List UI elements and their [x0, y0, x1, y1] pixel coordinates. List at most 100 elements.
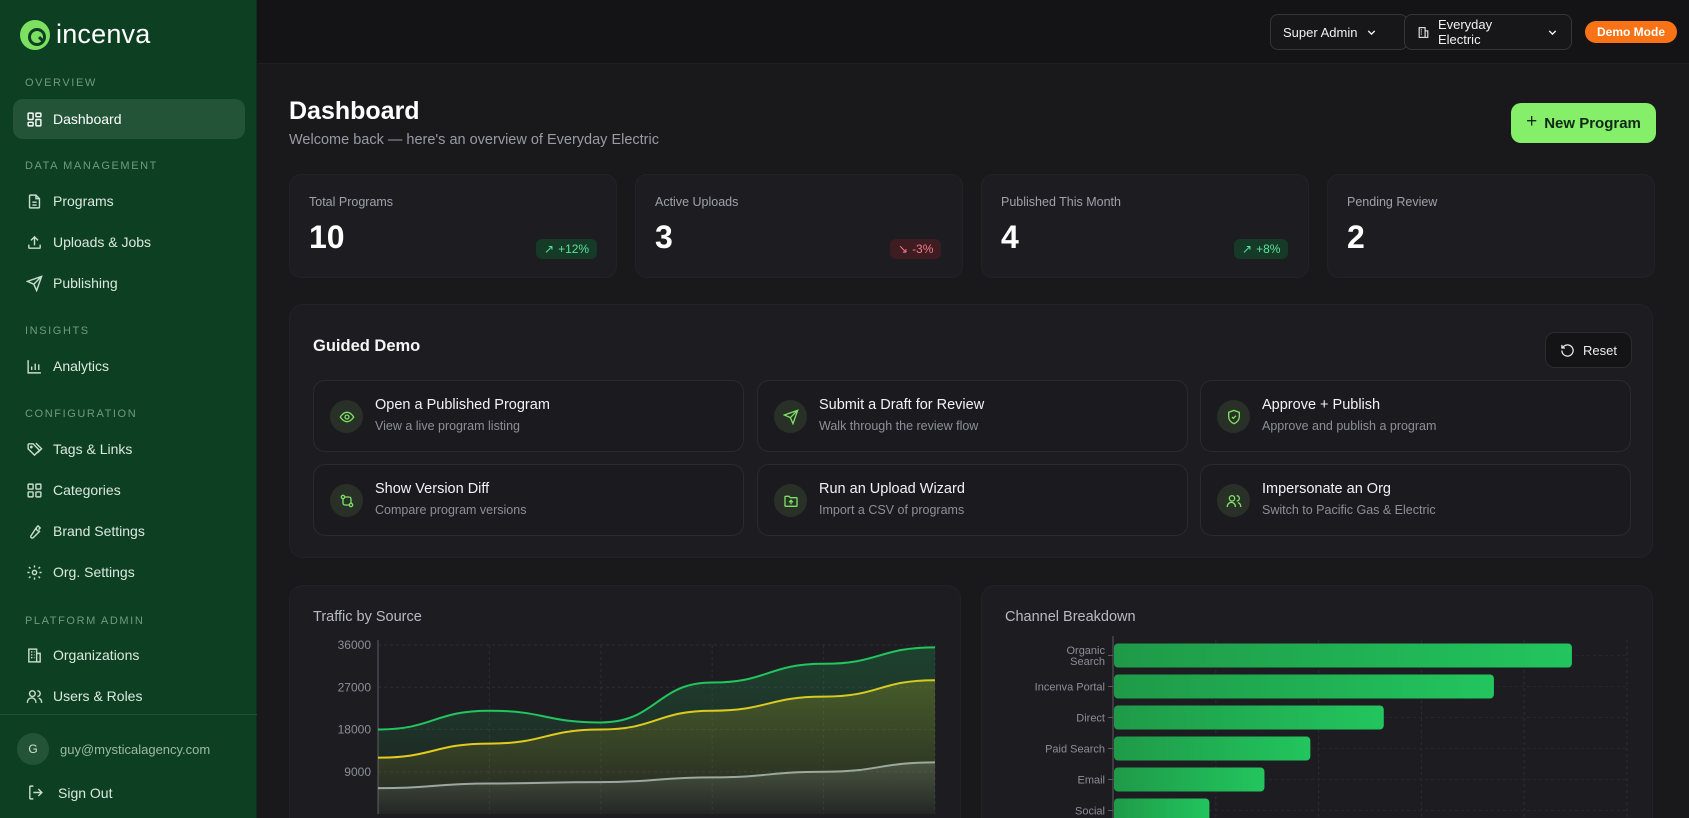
new-program-label: New Program [1544, 114, 1641, 132]
org-selector[interactable]: Everyday Electric [1404, 14, 1572, 50]
git-compare-icon [330, 484, 363, 517]
demo-card-title: Impersonate an Org [1262, 481, 1391, 497]
user-profile[interactable]: G guy@mysticalagency.com [17, 733, 210, 765]
sidebar-item-organizations[interactable]: Organizations [13, 635, 245, 675]
section-configuration: CONFIGURATION [25, 408, 138, 420]
stat-card-published-this-month: Published This Month 4 ↗ +8% [981, 174, 1309, 278]
stat-label: Total Programs [309, 195, 394, 209]
demo-card-desc: View a live program listing [375, 419, 520, 433]
series-area [378, 647, 935, 814]
sidebar-item-programs[interactable]: Programs [13, 181, 245, 221]
send-icon [26, 274, 43, 292]
folder-upload-icon [774, 484, 807, 517]
upload-icon [28, 235, 41, 249]
demo-card-desc: Import a CSV of programs [819, 503, 965, 517]
demo-card-approve-publish[interactable]: Approve + Publish Approve and publish a … [1200, 380, 1631, 452]
sidebar-item-label: Brand Settings [53, 523, 145, 539]
logout-icon [29, 785, 43, 800]
demo-card-version-diff[interactable]: Show Version Diff Compare program versio… [313, 464, 744, 536]
page-title: Dashboard [289, 97, 420, 125]
arrow-up-right-icon: ↗ [1242, 242, 1253, 256]
sidebar-item-categories[interactable]: Categories [13, 470, 245, 510]
building-icon [1418, 26, 1429, 38]
chevron-down-icon [1368, 29, 1376, 35]
sidebar-item-uploads[interactable]: Uploads & Jobs [13, 222, 245, 262]
sidebar-item-analytics[interactable]: Analytics [13, 346, 245, 386]
sidebar-item-label: Tags & Links [53, 441, 133, 457]
sign-out-button[interactable]: Sign Out [27, 784, 112, 801]
section-insights: INSIGHTS [25, 325, 90, 337]
file-icon [28, 193, 41, 209]
arrow-down-right-icon: ↘ [898, 242, 909, 256]
stat-value: 10 [309, 219, 345, 255]
grid-icon [27, 111, 42, 127]
wrench-icon [30, 524, 42, 539]
category-label: Direct [1076, 713, 1105, 725]
send-icon [774, 400, 807, 433]
demo-card-submit-draft[interactable]: Submit a Draft for Review Walk through t… [757, 380, 1188, 452]
bar [1114, 798, 1210, 818]
chevron-down-icon [1548, 29, 1557, 35]
demo-card-title: Open a Published Program [375, 397, 550, 413]
stat-delta: ↗ +12% [536, 239, 598, 259]
sidebar-item-brand-settings[interactable]: Brand Settings [13, 511, 245, 551]
logo-icon [20, 19, 50, 50]
page-subtitle: Welcome back — here's an overview of Eve… [289, 132, 659, 148]
eye-icon [330, 400, 363, 433]
stat-delta-value: +12% [558, 242, 590, 256]
sidebar-item-org-settings[interactable]: Org. Settings [13, 552, 245, 592]
stat-delta-value: -3% [912, 242, 934, 256]
category-label: Search [1070, 656, 1105, 668]
stat-value: 2 [1347, 219, 1365, 255]
categories-icon [27, 482, 42, 498]
building-icon [28, 647, 41, 663]
category-label: Email [1077, 775, 1105, 787]
sidebar-divider [0, 714, 257, 715]
bar [1114, 705, 1384, 730]
section-platform-admin: PLATFORM ADMIN [25, 615, 145, 627]
plus-icon: + [1526, 111, 1538, 132]
category-label: Social [1075, 806, 1105, 818]
user-email: guy@mysticalagency.com [60, 741, 211, 757]
sidebar-item-publishing[interactable]: Publishing [13, 263, 245, 303]
avatar: G [17, 733, 49, 765]
category-label: Organic [1066, 645, 1105, 657]
y-tick-label: 18000 [338, 723, 372, 737]
sidebar-item-tags[interactable]: Tags & Links [13, 429, 245, 469]
demo-card-title: Run an Upload Wizard [819, 481, 965, 497]
stat-delta: ↗ +8% [1234, 239, 1289, 259]
demo-card-upload-wizard[interactable]: Run an Upload Wizard Import a CSV of pro… [757, 464, 1188, 536]
new-program-button[interactable]: + New Program [1511, 103, 1656, 143]
reset-button[interactable]: Reset [1545, 332, 1632, 368]
traffic-chart-title: Traffic by Source [313, 609, 422, 625]
sidebar-item-label: Programs [53, 193, 114, 209]
sidebar-item-users[interactable]: Users & Roles [13, 676, 245, 716]
rotate-ccw-icon [1561, 343, 1574, 357]
arrow-up-right-icon: ↗ [544, 242, 555, 256]
category-label: Paid Search [1045, 744, 1105, 756]
app-logo[interactable]: incenva [20, 19, 150, 50]
demo-card-desc: Approve and publish a program [1262, 419, 1437, 433]
sidebar-item-label: Publishing [53, 275, 118, 291]
demo-card-desc: Switch to Pacific Gas & Electric [1262, 503, 1436, 517]
sidebar-item-label: Org. Settings [53, 564, 135, 580]
series-line [377, 646, 936, 731]
bar [1114, 767, 1265, 792]
demo-card-open-published[interactable]: Open a Published Program View a live pro… [313, 380, 744, 452]
sidebar: incenva OVERVIEW Dashboard DATA MANAGEME… [0, 0, 257, 818]
stat-label: Published This Month [1001, 195, 1121, 209]
guided-demo-title: Guided Demo [313, 337, 421, 355]
role-selector[interactable]: Super Admin [1270, 14, 1408, 50]
stat-delta-value: +8% [1256, 242, 1281, 256]
demo-card-title: Approve + Publish [1262, 397, 1381, 413]
sidebar-item-dashboard[interactable]: Dashboard [13, 99, 245, 139]
stat-value: 3 [655, 219, 673, 255]
section-data-management: DATA MANAGEMENT [25, 160, 158, 172]
sign-out-label: Sign Out [58, 784, 113, 801]
demo-card-impersonate-org[interactable]: Impersonate an Org Switch to Pacific Gas… [1200, 464, 1631, 536]
tags-icon [27, 442, 43, 456]
category-label: Incenva Portal [1035, 682, 1105, 694]
shield-check-icon [1217, 400, 1250, 433]
demo-card-title: Submit a Draft for Review [819, 397, 985, 413]
